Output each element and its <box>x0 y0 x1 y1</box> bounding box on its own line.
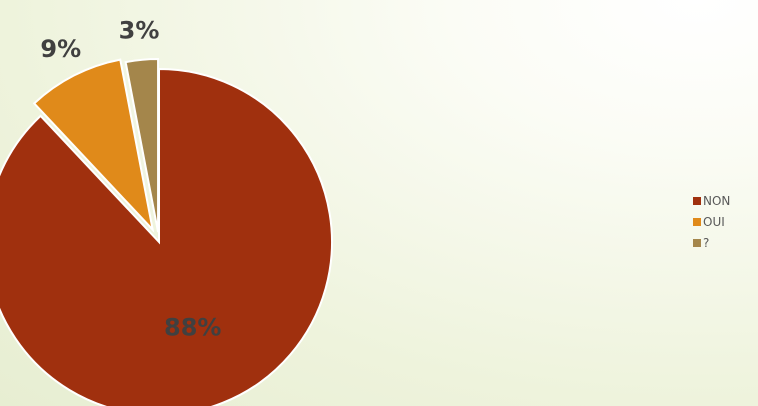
data-label-non: 88% <box>164 313 221 341</box>
chart-legend: NON OUI? <box>693 190 730 253</box>
legend-label-unknown: ? <box>703 235 710 250</box>
pie-slice-unknown <box>124 58 160 233</box>
pie-slice-non <box>0 67 333 406</box>
pie-slice-oui <box>32 58 155 233</box>
pie-labels: 88% 9% 3% <box>40 17 221 342</box>
legend-swatch-non <box>693 196 701 205</box>
legend-label-non: NON <box>703 193 731 208</box>
data-label-unknown: 3% <box>119 17 160 45</box>
legend-swatch-oui <box>693 217 701 226</box>
legend-item-oui: OUI <box>693 211 730 232</box>
legend-swatch-unknown <box>693 238 701 247</box>
data-label-oui: 9% <box>40 35 81 63</box>
legend-item-unknown: ? <box>693 232 730 253</box>
pie-slices <box>0 58 333 406</box>
legend-item-non: NON <box>693 190 730 211</box>
legend-label-oui: OUI <box>703 214 725 229</box>
